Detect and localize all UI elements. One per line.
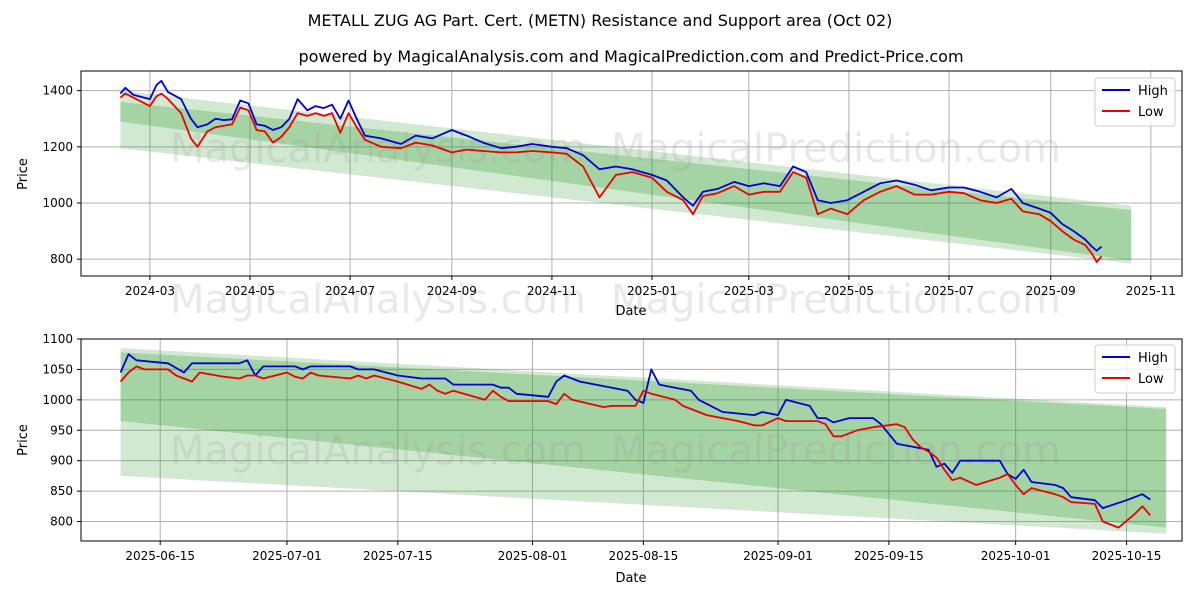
x-tick-label: 2025-10-01: [981, 549, 1051, 563]
x-tick-label: 2025-09-15: [854, 549, 924, 563]
y-tick-label: 1200: [42, 140, 73, 154]
resistance-support-band: [120, 352, 1167, 528]
y-tick-label: 800: [50, 252, 73, 266]
x-tick-label: 2025-08-01: [498, 549, 568, 563]
x-tick-label: 2025-03: [724, 284, 774, 298]
y-tick-label: 1000: [42, 196, 73, 210]
watermark-analysis-mid: MagicalAnalysis.com: [170, 277, 586, 323]
top-axis-ticks: 2024-03 2024-05 2024-07 2024-09 2024-11 2025-…: [42, 84, 1175, 298]
resistance-support-band: [120, 348, 1167, 534]
x-tick-label: 2025-05: [824, 284, 874, 298]
y-tick-label: 850: [50, 484, 73, 498]
bottom-x-axis-label: Date: [615, 571, 646, 586]
x-tick-label: 2025-10-15: [1092, 549, 1162, 563]
x-tick-label: 2024-03: [125, 284, 175, 298]
y-tick-label: 900: [50, 454, 73, 468]
x-tick-label: 2024-05: [225, 284, 275, 298]
bottom-panel: MagicalAnalysis.com MagicalPrediction.co…: [16, 332, 1183, 586]
y-tick-label: 800: [50, 515, 73, 529]
x-tick-label: 2025-09-01: [743, 549, 813, 563]
top-y-axis-label: Price: [16, 158, 31, 190]
y-tick-label: 1100: [42, 332, 73, 346]
x-tick-label: 2025-07-01: [252, 549, 322, 563]
y-tick-label: 950: [50, 423, 73, 437]
bottom-y-axis-label: Price: [16, 424, 31, 456]
bottom-legend: High Low: [1094, 344, 1176, 394]
x-tick-label: 2025-07: [924, 284, 974, 298]
watermark-analysis-bottom: MagicalAnalysis.com: [170, 428, 586, 474]
top-series-lines: [119, 79, 1103, 263]
y-tick-label: 1000: [42, 393, 73, 407]
x-tick-label: 2024-09: [427, 284, 477, 298]
low-price-line: [119, 92, 1103, 263]
top-watermarks: MagicalAnalysis.com MagicalPrediction.co…: [170, 126, 1061, 323]
top-legend-low-label: Low: [1138, 105, 1164, 120]
top-legend-high-label: High: [1138, 84, 1168, 99]
x-tick-label: 2025-11: [1126, 284, 1176, 298]
x-tick-label: 2024-07: [325, 284, 375, 298]
chart-subtitle: powered by MagicalAnalysis.com and Magic…: [298, 47, 963, 66]
chart-title: METALL ZUG AG Part. Cert. (METN) Resista…: [308, 11, 893, 30]
bottom-legend-high-label: High: [1138, 351, 1168, 366]
resistance-support-band: [120, 101, 1132, 261]
bottom-legend-low-label: Low: [1138, 372, 1164, 387]
bottom-axes-frame: [80, 338, 1183, 542]
bottom-axis-ticks: 2025-06-15 2025-07-01 2025-07-15 2025-08-01…: [42, 332, 1161, 563]
top-support-resistance-bands: [120, 90, 1132, 264]
x-tick-label: 2025-06-15: [125, 549, 195, 563]
top-panel: MagicalAnalysis.com MagicalPrediction.co…: [16, 70, 1183, 323]
top-axes-frame: [80, 70, 1183, 277]
y-tick-label: 1050: [42, 362, 73, 376]
x-tick-label: 2024-11: [527, 284, 577, 298]
watermark-analysis-top: MagicalAnalysis.com: [170, 126, 586, 172]
resistance-support-band: [120, 90, 1132, 264]
bottom-support-resistance-bands: [120, 348, 1167, 534]
top-legend: High Low: [1094, 77, 1176, 127]
y-tick-label: 1400: [42, 84, 73, 98]
x-tick-label: 2025-01: [627, 284, 677, 298]
x-tick-label: 2025-08-15: [609, 549, 679, 563]
watermark-prediction-top: MagicalPrediction.com: [611, 126, 1061, 172]
bottom-watermarks: MagicalAnalysis.com MagicalPrediction.co…: [170, 428, 1061, 474]
x-tick-label: 2025-07-15: [363, 549, 433, 563]
bottom-series-lines: [119, 353, 1151, 529]
x-tick-label: 2025-09: [1026, 284, 1076, 298]
top-x-axis-label: Date: [615, 304, 646, 319]
watermark-prediction-bottom: MagicalPrediction.com: [611, 428, 1061, 474]
watermark-prediction-mid: MagicalPrediction.com: [611, 277, 1061, 323]
low-price-line: [119, 365, 1151, 529]
high-price-line: [119, 79, 1103, 252]
